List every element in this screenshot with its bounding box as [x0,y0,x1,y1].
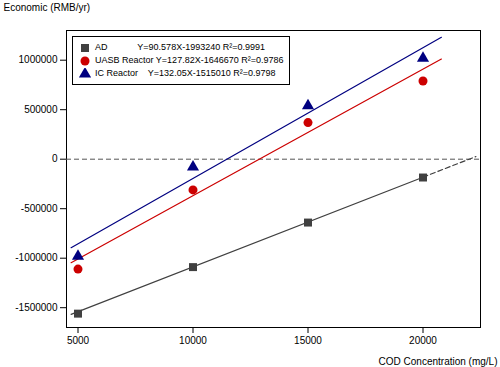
svg-text:5000: 5000 [67,335,90,346]
html-text:AD Y=90.578X-1993240 R²=0.9991: AD Y=90.578X-1993240 R²=0.9991 [95,42,265,52]
svg-text:500000: 500000 [24,104,58,115]
svg-text:15000: 15000 [294,335,322,346]
svg-text:-1500000: -1500000 [15,302,58,313]
svg-text:1000000: 1000000 [19,54,58,65]
svg-text:20000: 20000 [409,335,437,346]
svg-text:0: 0 [52,153,58,164]
html-text:UASB Reactor Y=127.82X-1646670: UASB Reactor Y=127.82X-1646670 R²=0.9786 [95,55,284,65]
svg-text:Economic (RMB/yr): Economic (RMB/yr) [4,2,91,13]
svg-text:10000: 10000 [179,335,207,346]
svg-text:-500000: -500000 [21,203,58,214]
html-text:IC Reactor Y=132.05X-1515010 R: IC Reactor Y=132.05X-1515010 R²=0.9798 [95,68,276,78]
svg-text:-1000000: -1000000 [15,252,58,263]
svg-text:COD Concentration (mg/L): COD Concentration (mg/L) [379,356,498,367]
